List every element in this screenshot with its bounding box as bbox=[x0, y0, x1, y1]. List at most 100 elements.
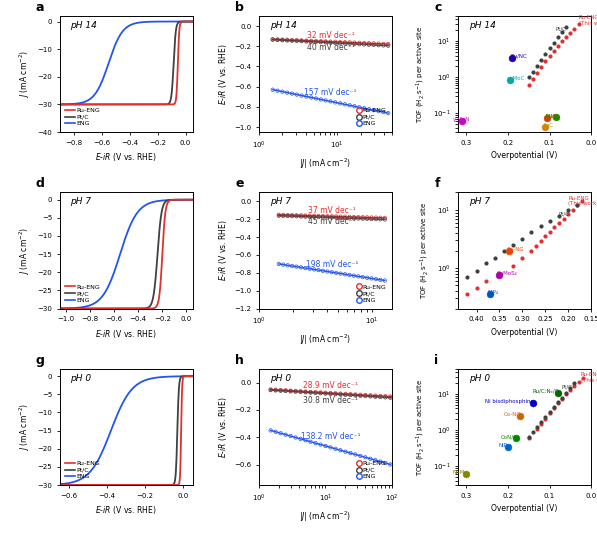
Point bbox=[361, 391, 370, 399]
Text: 40 mV dec⁻¹: 40 mV dec⁻¹ bbox=[307, 43, 355, 52]
Point bbox=[356, 392, 365, 400]
Point bbox=[271, 427, 281, 436]
Point bbox=[278, 35, 287, 44]
Point bbox=[291, 387, 300, 396]
Point bbox=[341, 390, 350, 398]
Point bbox=[273, 86, 282, 95]
Point bbox=[376, 392, 385, 400]
Point bbox=[266, 426, 275, 434]
Point bbox=[345, 101, 355, 110]
Point bbox=[356, 391, 365, 399]
Point bbox=[369, 39, 378, 47]
Point bbox=[321, 38, 330, 47]
Text: g: g bbox=[36, 353, 45, 367]
Point bbox=[266, 385, 275, 394]
Point bbox=[301, 92, 311, 101]
Point bbox=[326, 38, 336, 47]
Point bbox=[331, 389, 340, 398]
Text: pH 0: pH 0 bbox=[469, 374, 490, 383]
Point bbox=[371, 392, 380, 401]
Point bbox=[355, 38, 364, 47]
Point bbox=[292, 36, 301, 44]
Point bbox=[369, 106, 378, 115]
Point bbox=[311, 94, 321, 103]
Point bbox=[341, 447, 350, 456]
Text: pH 14: pH 14 bbox=[469, 21, 496, 30]
Point bbox=[297, 37, 306, 45]
Text: c: c bbox=[434, 1, 442, 14]
Point bbox=[331, 98, 340, 107]
Point bbox=[359, 40, 369, 49]
Text: γ-MoN: γ-MoN bbox=[453, 117, 470, 122]
Point bbox=[297, 91, 306, 100]
Point bbox=[306, 93, 316, 102]
Y-axis label: TOF (H$_2$ s$^{-1}$) per active site: TOF (H$_2$ s$^{-1}$) per active site bbox=[415, 26, 427, 123]
Point bbox=[346, 449, 355, 457]
Y-axis label: $J$ (mA cm$^{-2}$): $J$ (mA cm$^{-2}$) bbox=[17, 403, 32, 451]
Point bbox=[274, 211, 284, 219]
Point bbox=[301, 36, 311, 45]
X-axis label: $E$-$iR$ (V vs. RHE): $E$-$iR$ (V vs. RHE) bbox=[96, 328, 157, 340]
Point bbox=[367, 215, 376, 223]
Text: pH 7: pH 7 bbox=[270, 197, 291, 206]
Text: NiP₄: NiP₄ bbox=[488, 290, 499, 295]
Point bbox=[361, 392, 370, 400]
Legend: Ru-ENG, Pt/C, ENG: Ru-ENG, Pt/C, ENG bbox=[63, 106, 103, 129]
Point bbox=[287, 90, 297, 98]
Point bbox=[318, 213, 328, 222]
Text: 45 mV dec⁻¹: 45 mV dec⁻¹ bbox=[308, 217, 356, 226]
Point bbox=[314, 213, 324, 221]
Point bbox=[371, 213, 381, 222]
Point bbox=[287, 36, 297, 44]
Point bbox=[327, 213, 337, 222]
Point bbox=[291, 433, 300, 442]
Point bbox=[287, 262, 297, 270]
Point bbox=[286, 387, 296, 395]
X-axis label: Overpotential (V): Overpotential (V) bbox=[491, 151, 558, 160]
Text: Ru/C:Nₑ/C: Ru/C:Nₑ/C bbox=[533, 389, 559, 394]
Point bbox=[340, 100, 350, 109]
Point bbox=[321, 389, 330, 397]
Point bbox=[300, 264, 310, 272]
Point bbox=[268, 35, 278, 44]
Point bbox=[331, 390, 340, 399]
Point bbox=[353, 214, 363, 223]
Text: 138.2 mV dec⁻¹: 138.2 mV dec⁻¹ bbox=[301, 432, 360, 441]
Text: Ni bisdiphosphine: Ni bisdiphosphine bbox=[485, 399, 534, 405]
Text: Co-NG: Co-NG bbox=[504, 412, 522, 417]
Point bbox=[367, 274, 376, 282]
Point bbox=[336, 269, 346, 278]
Point bbox=[353, 213, 363, 221]
Point bbox=[311, 439, 321, 447]
Point bbox=[274, 260, 284, 268]
Text: a: a bbox=[36, 1, 44, 14]
Point bbox=[376, 214, 385, 222]
Point bbox=[287, 212, 297, 221]
Point bbox=[331, 37, 340, 46]
Point bbox=[331, 213, 341, 222]
Point bbox=[336, 214, 346, 222]
Point bbox=[286, 432, 296, 440]
Text: 198 mV dec⁻¹: 198 mV dec⁻¹ bbox=[306, 260, 358, 269]
Point bbox=[340, 38, 350, 46]
Point bbox=[378, 108, 388, 116]
Point bbox=[309, 213, 319, 221]
Point bbox=[282, 36, 292, 45]
Point bbox=[292, 212, 301, 221]
Text: Pt/C: Pt/C bbox=[556, 26, 567, 31]
Point bbox=[296, 387, 305, 395]
Point bbox=[340, 39, 350, 48]
Point bbox=[367, 213, 376, 222]
Point bbox=[321, 37, 330, 46]
Point bbox=[349, 214, 359, 223]
Point bbox=[359, 39, 369, 47]
Point bbox=[282, 88, 292, 97]
Point bbox=[344, 214, 354, 222]
Point bbox=[345, 39, 355, 48]
Point bbox=[359, 104, 369, 112]
Point bbox=[371, 391, 380, 400]
Point bbox=[301, 37, 311, 46]
Point bbox=[340, 270, 350, 279]
Y-axis label: $E$-$iR$ (V vs. RHE): $E$-$iR$ (V vs. RHE) bbox=[217, 396, 229, 458]
Point bbox=[358, 213, 368, 222]
